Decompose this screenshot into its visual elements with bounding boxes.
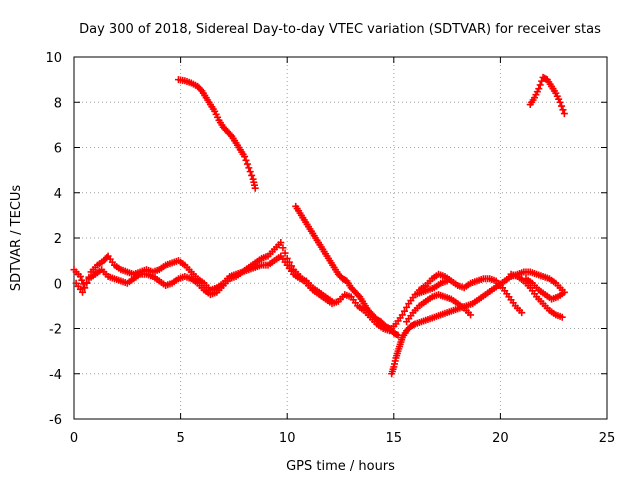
data-point (558, 102, 566, 110)
series-arc-7 (415, 270, 526, 317)
data-point (535, 85, 543, 93)
y-tick-label: 10 (45, 51, 62, 66)
data-point (283, 254, 291, 262)
data-point (559, 106, 567, 114)
data-point (560, 110, 568, 118)
data-point (354, 291, 362, 299)
y-tick-label: -6 (49, 413, 62, 428)
data-point (279, 244, 287, 252)
plot-frame (73, 56, 608, 420)
x-tick-label: 5 (176, 431, 184, 446)
data-point (246, 168, 254, 176)
data-point (81, 284, 89, 292)
x-axis-label: GPS time / hours (286, 459, 395, 474)
data-marks (70, 73, 568, 378)
data-point (76, 272, 84, 280)
series-arc-4 (292, 202, 402, 339)
series-arc-3 (174, 76, 259, 192)
data-point (79, 288, 87, 296)
series-arc-10 (526, 73, 568, 118)
y-tick-label: 8 (54, 96, 62, 111)
data-point (251, 184, 259, 192)
grid-lines (74, 57, 607, 419)
chart-title: Day 300 of 2018, Sidereal Day-to-day VTE… (79, 22, 601, 37)
data-point (83, 279, 91, 287)
data-point (243, 160, 251, 168)
y-tick-label: 2 (54, 232, 62, 247)
y-tick-label: 0 (54, 277, 62, 292)
data-point (556, 98, 564, 106)
data-point (196, 85, 204, 93)
data-point (103, 254, 111, 262)
data-point (560, 288, 568, 296)
data-point (518, 309, 526, 317)
x-tick-label: 25 (599, 431, 616, 446)
data-point (536, 81, 544, 89)
series-arc-2 (72, 239, 451, 335)
series-arc-8 (507, 270, 566, 321)
data-point (403, 303, 411, 311)
data-point (277, 239, 285, 247)
data-point (287, 262, 295, 270)
series-arc-9 (522, 275, 568, 303)
y-axis-label: SDTVAR / TECUs (9, 185, 24, 292)
data-point (226, 131, 234, 139)
data-point (241, 153, 249, 161)
y-tick-label: -2 (49, 323, 62, 338)
data-point (245, 164, 253, 172)
data-point (281, 249, 289, 257)
data-point (558, 313, 566, 321)
x-tick-labels: 0 5 10 15 20 25 (70, 431, 615, 446)
axis-ticks (73, 56, 608, 420)
data-point (242, 156, 250, 164)
data-point (400, 307, 408, 315)
x-tick-label: 20 (492, 431, 509, 446)
series-arc-6 (403, 291, 475, 326)
data-point (78, 276, 86, 284)
data-point (248, 171, 256, 179)
y-tick-label: -4 (49, 368, 62, 383)
y-tick-label: 4 (54, 187, 62, 202)
y-tick-label: 6 (54, 142, 62, 157)
x-tick-label: 10 (279, 431, 296, 446)
data-point (467, 311, 475, 319)
x-tick-label: 15 (386, 431, 403, 446)
series-arc-5 (388, 268, 566, 378)
x-tick-label: 0 (70, 431, 78, 446)
data-point (285, 258, 293, 266)
y-tick-labels: -6 -4 -2 0 2 4 6 8 10 (45, 51, 62, 428)
data-point (398, 311, 406, 319)
